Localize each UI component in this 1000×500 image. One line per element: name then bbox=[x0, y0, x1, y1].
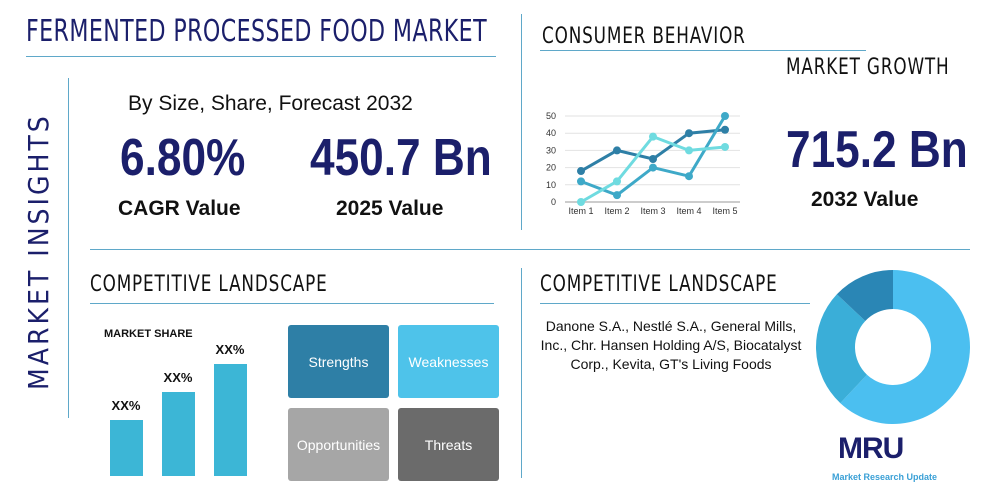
data-point bbox=[649, 132, 657, 141]
data-point bbox=[613, 146, 621, 155]
swot-label: Opportunities bbox=[296, 436, 381, 453]
companies-list: Danone S.A., Nestlé S.A., General Mills,… bbox=[540, 318, 802, 372]
page-title: FERMENTED PROCESSED FOOD MARKET bbox=[26, 14, 487, 49]
swot-threats[interactable]: Threats bbox=[398, 408, 499, 481]
donut-slice bbox=[836, 270, 893, 321]
donut-slice bbox=[840, 270, 970, 424]
y-tick-label: 0 bbox=[551, 197, 556, 207]
logo-name: Market Research Update bbox=[832, 472, 938, 482]
data-point bbox=[613, 177, 621, 186]
y-tick-label: 10 bbox=[546, 180, 556, 190]
line-chart: 0 10 20 30 40 50 Item 1 Item 2 Item 3 Item 4 Item … bbox=[546, 111, 740, 216]
swot-opportunities[interactable]: Opportunities bbox=[288, 408, 389, 481]
swot-weaknesses[interactable]: Weaknesses bbox=[398, 325, 499, 398]
share-bar bbox=[110, 420, 143, 476]
y-tick-label: 20 bbox=[546, 163, 556, 173]
x-tick-label: Item 2 bbox=[604, 206, 629, 216]
donut-chart bbox=[816, 270, 970, 424]
data-point bbox=[649, 163, 657, 172]
consumer-title: CONSUMER BEHAVIOR bbox=[542, 24, 746, 49]
cagr-value: 6.80% bbox=[120, 129, 246, 187]
y-tick-label: 50 bbox=[546, 111, 556, 121]
growth-title: MARKET GROWTH bbox=[786, 55, 950, 80]
data-point bbox=[685, 172, 693, 181]
x-tick-label: Item 5 bbox=[712, 206, 737, 216]
x-tick-label: Item 1 bbox=[568, 206, 593, 216]
data-point bbox=[721, 142, 729, 151]
insights-subtitle: By Size, Share, Forecast 2032 bbox=[128, 92, 413, 115]
value-2025: 450.7 Bn bbox=[310, 129, 492, 187]
competitive-title-left: COMPETITIVE LANDSCAPE bbox=[90, 272, 328, 297]
value-2032: 715.2 Bn bbox=[786, 121, 968, 179]
x-tick-label: Item 4 bbox=[676, 206, 701, 216]
data-point bbox=[613, 191, 621, 200]
share-bar bbox=[162, 392, 195, 476]
donut-slice bbox=[816, 294, 867, 404]
y-tick-label: 40 bbox=[546, 128, 556, 138]
data-point bbox=[577, 167, 585, 176]
data-point bbox=[721, 112, 729, 120]
competitive-title-right: COMPETITIVE LANDSCAPE bbox=[540, 272, 778, 297]
side-label: MARKET INSIGHTS bbox=[22, 113, 55, 390]
logo-mark: MRU bbox=[838, 432, 904, 465]
swot-label: Strengths bbox=[308, 353, 369, 370]
x-tick-label: Item 3 bbox=[640, 206, 665, 216]
data-point bbox=[721, 125, 729, 134]
y-tick-label: 30 bbox=[546, 145, 556, 155]
share-bar bbox=[214, 364, 247, 476]
bar-label: XX% bbox=[215, 342, 245, 357]
data-point bbox=[649, 155, 657, 163]
data-point bbox=[685, 129, 693, 138]
swot-label: Threats bbox=[424, 436, 473, 453]
value-2025-label: 2025 Value bbox=[336, 197, 444, 220]
bar-label: XX% bbox=[111, 398, 141, 413]
value-2032-label: 2032 Value bbox=[811, 188, 919, 211]
bar-label: XX% bbox=[163, 370, 193, 385]
swot-strengths[interactable]: Strengths bbox=[288, 325, 389, 398]
data-point bbox=[577, 177, 585, 186]
market-share-title: MARKET SHARE bbox=[104, 328, 193, 340]
swot-label: Weaknesses bbox=[408, 353, 489, 370]
data-point bbox=[577, 198, 585, 206]
data-point bbox=[685, 146, 693, 155]
cagr-label: CAGR Value bbox=[118, 197, 241, 220]
